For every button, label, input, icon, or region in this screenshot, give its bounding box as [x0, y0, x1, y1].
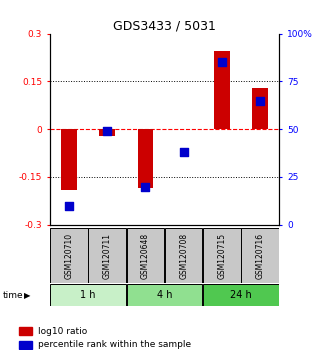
Point: [105, 128, 110, 134]
Point: [66, 203, 72, 209]
Text: ▶: ▶: [24, 291, 30, 300]
Bar: [50, 228, 88, 283]
Text: 24 h: 24 h: [230, 290, 252, 300]
Bar: [203, 228, 241, 283]
Text: GSM120648: GSM120648: [141, 233, 150, 279]
Bar: [214, 51, 230, 129]
Text: GSM120711: GSM120711: [103, 233, 112, 279]
Point: [257, 98, 263, 103]
Point: [219, 59, 224, 65]
Bar: [253, 88, 268, 129]
Bar: [19, 341, 32, 349]
Text: time: time: [3, 291, 24, 300]
Bar: [100, 129, 115, 136]
Bar: [165, 228, 202, 283]
Bar: [203, 284, 279, 306]
Text: GSM120710: GSM120710: [65, 233, 74, 279]
Text: log10 ratio: log10 ratio: [38, 327, 87, 336]
Bar: [138, 129, 153, 188]
Bar: [127, 284, 202, 306]
Bar: [127, 228, 164, 283]
Bar: [50, 284, 126, 306]
Text: GSM120716: GSM120716: [256, 233, 265, 279]
Text: 1 h: 1 h: [80, 290, 96, 300]
Bar: [61, 129, 76, 190]
Bar: [19, 327, 32, 335]
Bar: [88, 228, 126, 283]
Title: GDS3433 / 5031: GDS3433 / 5031: [113, 19, 216, 33]
Point: [181, 149, 186, 155]
Text: percentile rank within the sample: percentile rank within the sample: [38, 340, 191, 349]
Point: [143, 184, 148, 189]
Text: GSM120708: GSM120708: [179, 233, 188, 279]
Text: GSM120715: GSM120715: [217, 233, 226, 279]
Bar: [241, 228, 279, 283]
Text: 4 h: 4 h: [157, 290, 172, 300]
